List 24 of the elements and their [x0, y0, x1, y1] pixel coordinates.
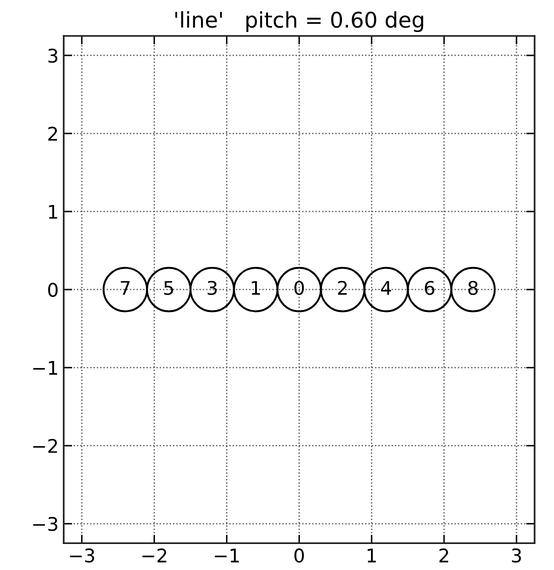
annotation: 8 — [468, 280, 478, 295]
y-tick-label: −3 — [33, 516, 58, 532]
chart-title: 'line' pitch = 0.60 deg — [175, 11, 424, 32]
annotation: 1 — [252, 281, 260, 295]
x-tick-label: −1 — [214, 548, 239, 562]
annotation: 3 — [208, 280, 217, 295]
x-tick-label: 1 — [368, 548, 376, 562]
annotation: 4 — [381, 281, 392, 295]
annotation: 5 — [164, 281, 174, 295]
y-tick-label: 0 — [48, 282, 58, 297]
y-tick-label: 1 — [48, 204, 58, 219]
x-tick-label: 3 — [512, 548, 521, 563]
x-tick-label: 2 — [439, 548, 448, 562]
annotation: 6 — [424, 280, 434, 295]
annotation: 2 — [338, 280, 347, 295]
y-tick-label: −2 — [33, 438, 57, 453]
y-tick-label: 2 — [48, 126, 57, 141]
y-tick-label: 3 — [48, 48, 58, 63]
x-tick-label: −2 — [142, 548, 166, 562]
annotation: 7 — [120, 281, 130, 295]
x-tick-label: −3 — [70, 548, 94, 563]
x-tick-label: 0 — [294, 548, 304, 563]
annotation: 0 — [294, 280, 304, 295]
y-tick-label: −1 — [33, 361, 58, 375]
